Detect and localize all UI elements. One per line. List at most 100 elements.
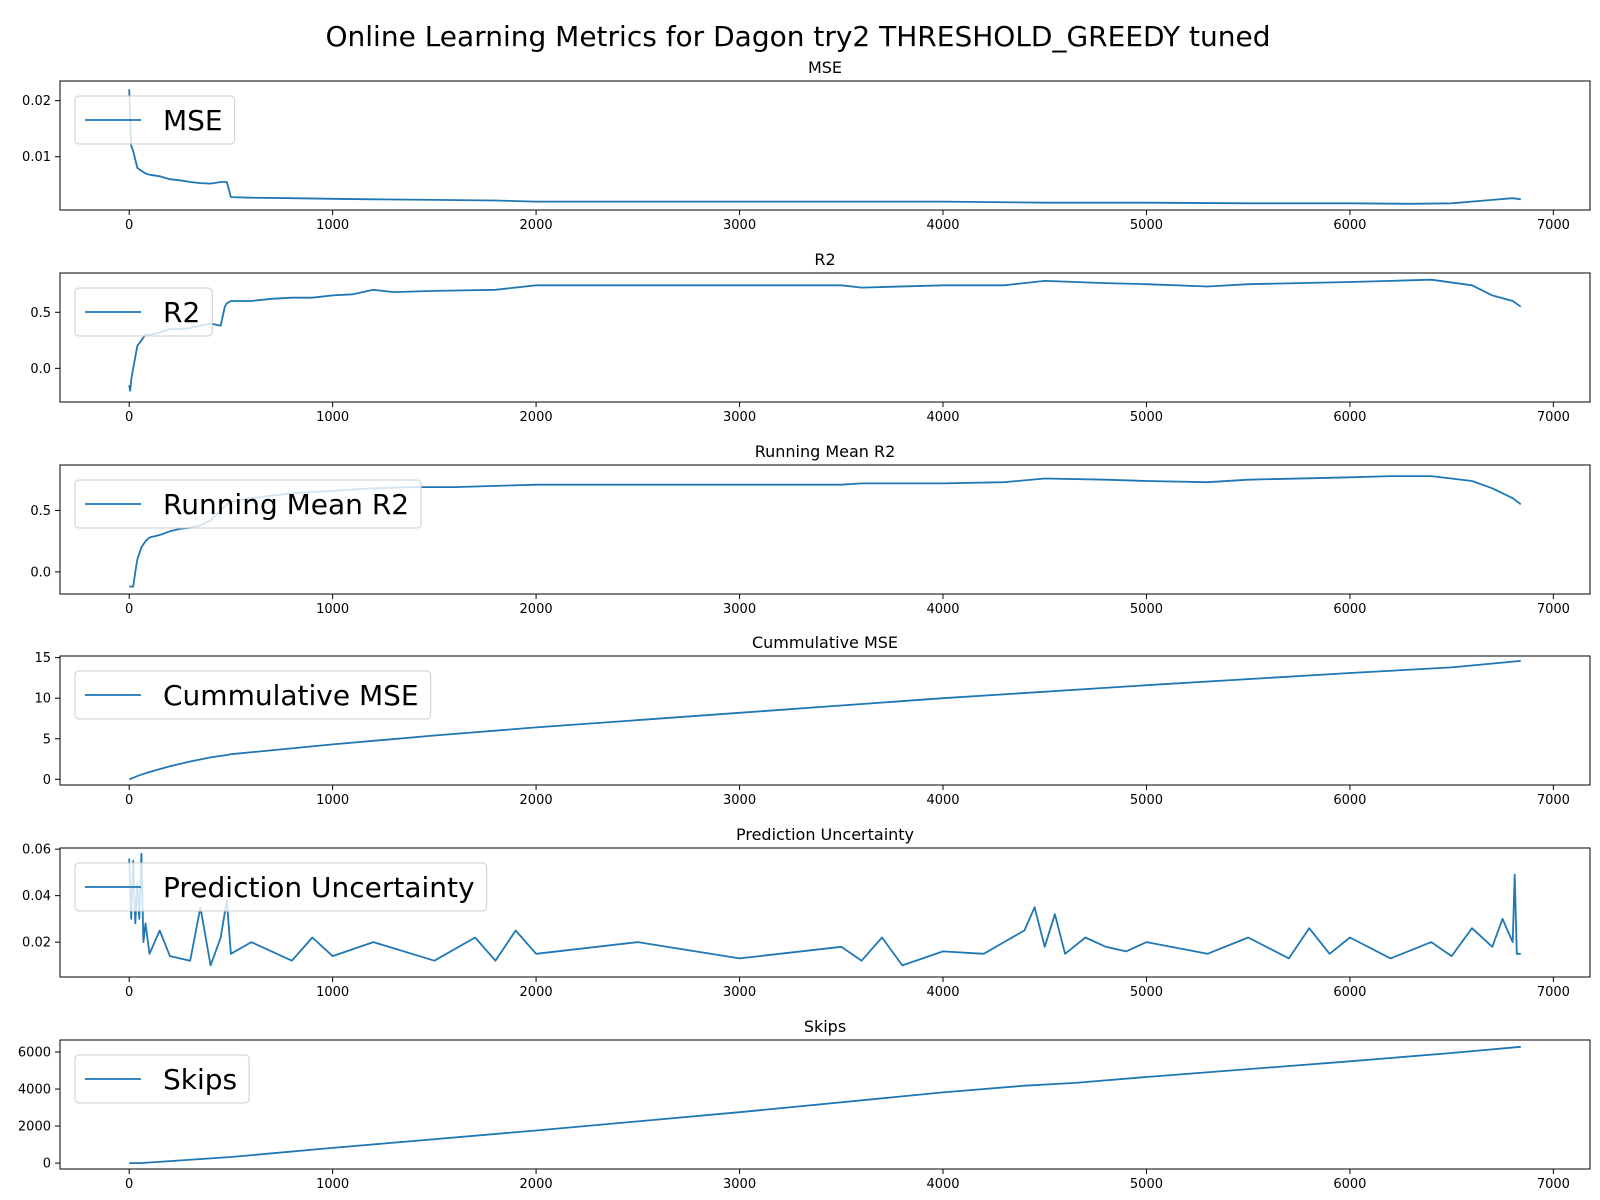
legend-label: Cummulative MSE: [163, 679, 419, 712]
x-tick-label: 3000: [723, 602, 756, 617]
subplot-6: Skips 0 1000 2000 3000 4000 5000 6000 7000 0 2000 4…: [18, 1017, 1591, 1192]
x-tick-label: 5000: [1130, 410, 1163, 425]
axes-frame: [59, 464, 1591, 595]
legend: Skips: [74, 1054, 250, 1104]
legend: MSE: [74, 95, 236, 145]
y-tick-label: 0: [43, 1157, 51, 1172]
x-tick-label: 3000: [723, 985, 756, 1000]
legend: Running Mean R2: [74, 479, 422, 529]
x-tick-label: 2000: [520, 985, 553, 1000]
x-tick-label: 5000: [1130, 1177, 1163, 1192]
x-tick-label: 2000: [520, 218, 553, 233]
x-tick-label: 1000: [316, 793, 349, 808]
series-line: [129, 1045, 1521, 1164]
y-tick-label: 0: [43, 773, 51, 788]
x-tick-label: 7000: [1537, 218, 1570, 233]
x-tick-label: 2000: [520, 793, 553, 808]
y-tick-label: 0.04: [22, 889, 51, 904]
x-tick-label: 4000: [926, 218, 959, 233]
x-tick-label: 0: [125, 410, 133, 425]
x-tick-label: 7000: [1537, 793, 1570, 808]
series-line: [128, 89, 1521, 205]
x-tick-label: 6000: [1333, 602, 1366, 617]
x-tick-label: 4000: [926, 793, 959, 808]
legend: Cummulative MSE: [74, 670, 432, 720]
y-tick-label: 0.02: [22, 94, 51, 109]
subplot-title: MSE: [808, 58, 842, 77]
axes-frame: [59, 272, 1591, 403]
x-tick-label: 1000: [316, 602, 349, 617]
y-tick-label: 0.5: [30, 504, 51, 519]
subplot-title: Prediction Uncertainty: [736, 825, 914, 844]
series-line: [128, 278, 1522, 392]
x-tick-label: 2000: [520, 602, 553, 617]
subplot-title: Skips: [804, 1017, 846, 1036]
x-tick-label: 7000: [1537, 602, 1570, 617]
x-tick-label: 7000: [1537, 410, 1570, 425]
x-tick-label: 5000: [1130, 793, 1163, 808]
legend-box: [74, 670, 432, 720]
legend-box: [74, 287, 213, 337]
y-tick-label: 0.0: [30, 362, 51, 377]
x-tick-label: 2000: [520, 1177, 553, 1192]
legend-box: [74, 1054, 250, 1104]
y-tick-label: 4000: [18, 1083, 51, 1098]
axes-frame: [59, 80, 1591, 211]
y-tick-label: 0.01: [22, 150, 51, 165]
x-tick-label: 6000: [1333, 410, 1366, 425]
legend-label: MSE: [163, 104, 223, 137]
figure-title: Online Learning Metrics for Dagon try2 T…: [325, 20, 1270, 53]
y-tick-label: 2000: [18, 1120, 51, 1135]
x-tick-label: 4000: [926, 985, 959, 1000]
x-tick-label: 1000: [316, 1177, 349, 1192]
x-tick-label: 3000: [723, 1177, 756, 1192]
axes-frame: [59, 655, 1591, 786]
x-tick-label: 3000: [723, 410, 756, 425]
x-tick-label: 0: [125, 602, 133, 617]
subplot-title: R2: [814, 250, 835, 269]
x-tick-label: 3000: [723, 218, 756, 233]
x-tick-label: 4000: [926, 1177, 959, 1192]
axes-frame: [59, 847, 1591, 978]
x-tick-label: 4000: [926, 602, 959, 617]
legend-box: [74, 95, 236, 145]
y-tick-label: 0.0: [30, 565, 51, 580]
legend: Prediction Uncertainty: [74, 862, 488, 912]
y-tick-label: 0.02: [22, 936, 51, 951]
subplot-title: Cummulative MSE: [752, 633, 898, 652]
legend-box: [74, 862, 488, 912]
subplot-2: R2 0 1000 2000 3000 4000 5000 6000 7000 0.0 0.5 R2: [30, 250, 1591, 425]
x-tick-label: 2000: [520, 410, 553, 425]
legend-label: Running Mean R2: [163, 488, 409, 521]
x-tick-label: 6000: [1333, 793, 1366, 808]
series-line: [128, 852, 1521, 967]
x-tick-label: 0: [125, 793, 133, 808]
legend: R2: [74, 287, 213, 337]
x-tick-label: 5000: [1130, 985, 1163, 1000]
x-tick-label: 4000: [926, 410, 959, 425]
x-tick-label: 0: [125, 1177, 133, 1192]
subplot-5: Prediction Uncertainty 0 1000 2000 3000 4000 5…: [22, 825, 1591, 1000]
subplot-1: MSE 0 1000 2000 3000 4000 5000 6000 7000 0.01 0.02…: [22, 58, 1591, 233]
y-tick-label: 5: [43, 732, 51, 747]
x-tick-label: 0: [125, 218, 133, 233]
x-tick-label: 1000: [316, 985, 349, 1000]
subplot-title: Running Mean R2: [755, 442, 896, 461]
x-tick-label: 6000: [1333, 218, 1366, 233]
subplot-4: Cummulative MSE 0 1000 2000 3000 4000 5000 6000…: [34, 633, 1591, 808]
series-line: [128, 660, 1521, 781]
x-tick-label: 7000: [1537, 985, 1570, 1000]
axes-frame: [59, 1039, 1591, 1170]
y-tick-label: 0.06: [22, 843, 51, 858]
x-tick-label: 5000: [1130, 602, 1163, 617]
legend-label: Prediction Uncertainty: [163, 871, 475, 904]
x-tick-label: 7000: [1537, 1177, 1570, 1192]
x-tick-label: 3000: [723, 793, 756, 808]
x-tick-label: 5000: [1130, 218, 1163, 233]
x-tick-label: 0: [125, 985, 133, 1000]
x-tick-label: 6000: [1333, 985, 1366, 1000]
x-tick-label: 1000: [316, 410, 349, 425]
y-tick-label: 0.5: [30, 306, 51, 321]
y-tick-label: 10: [34, 692, 51, 707]
